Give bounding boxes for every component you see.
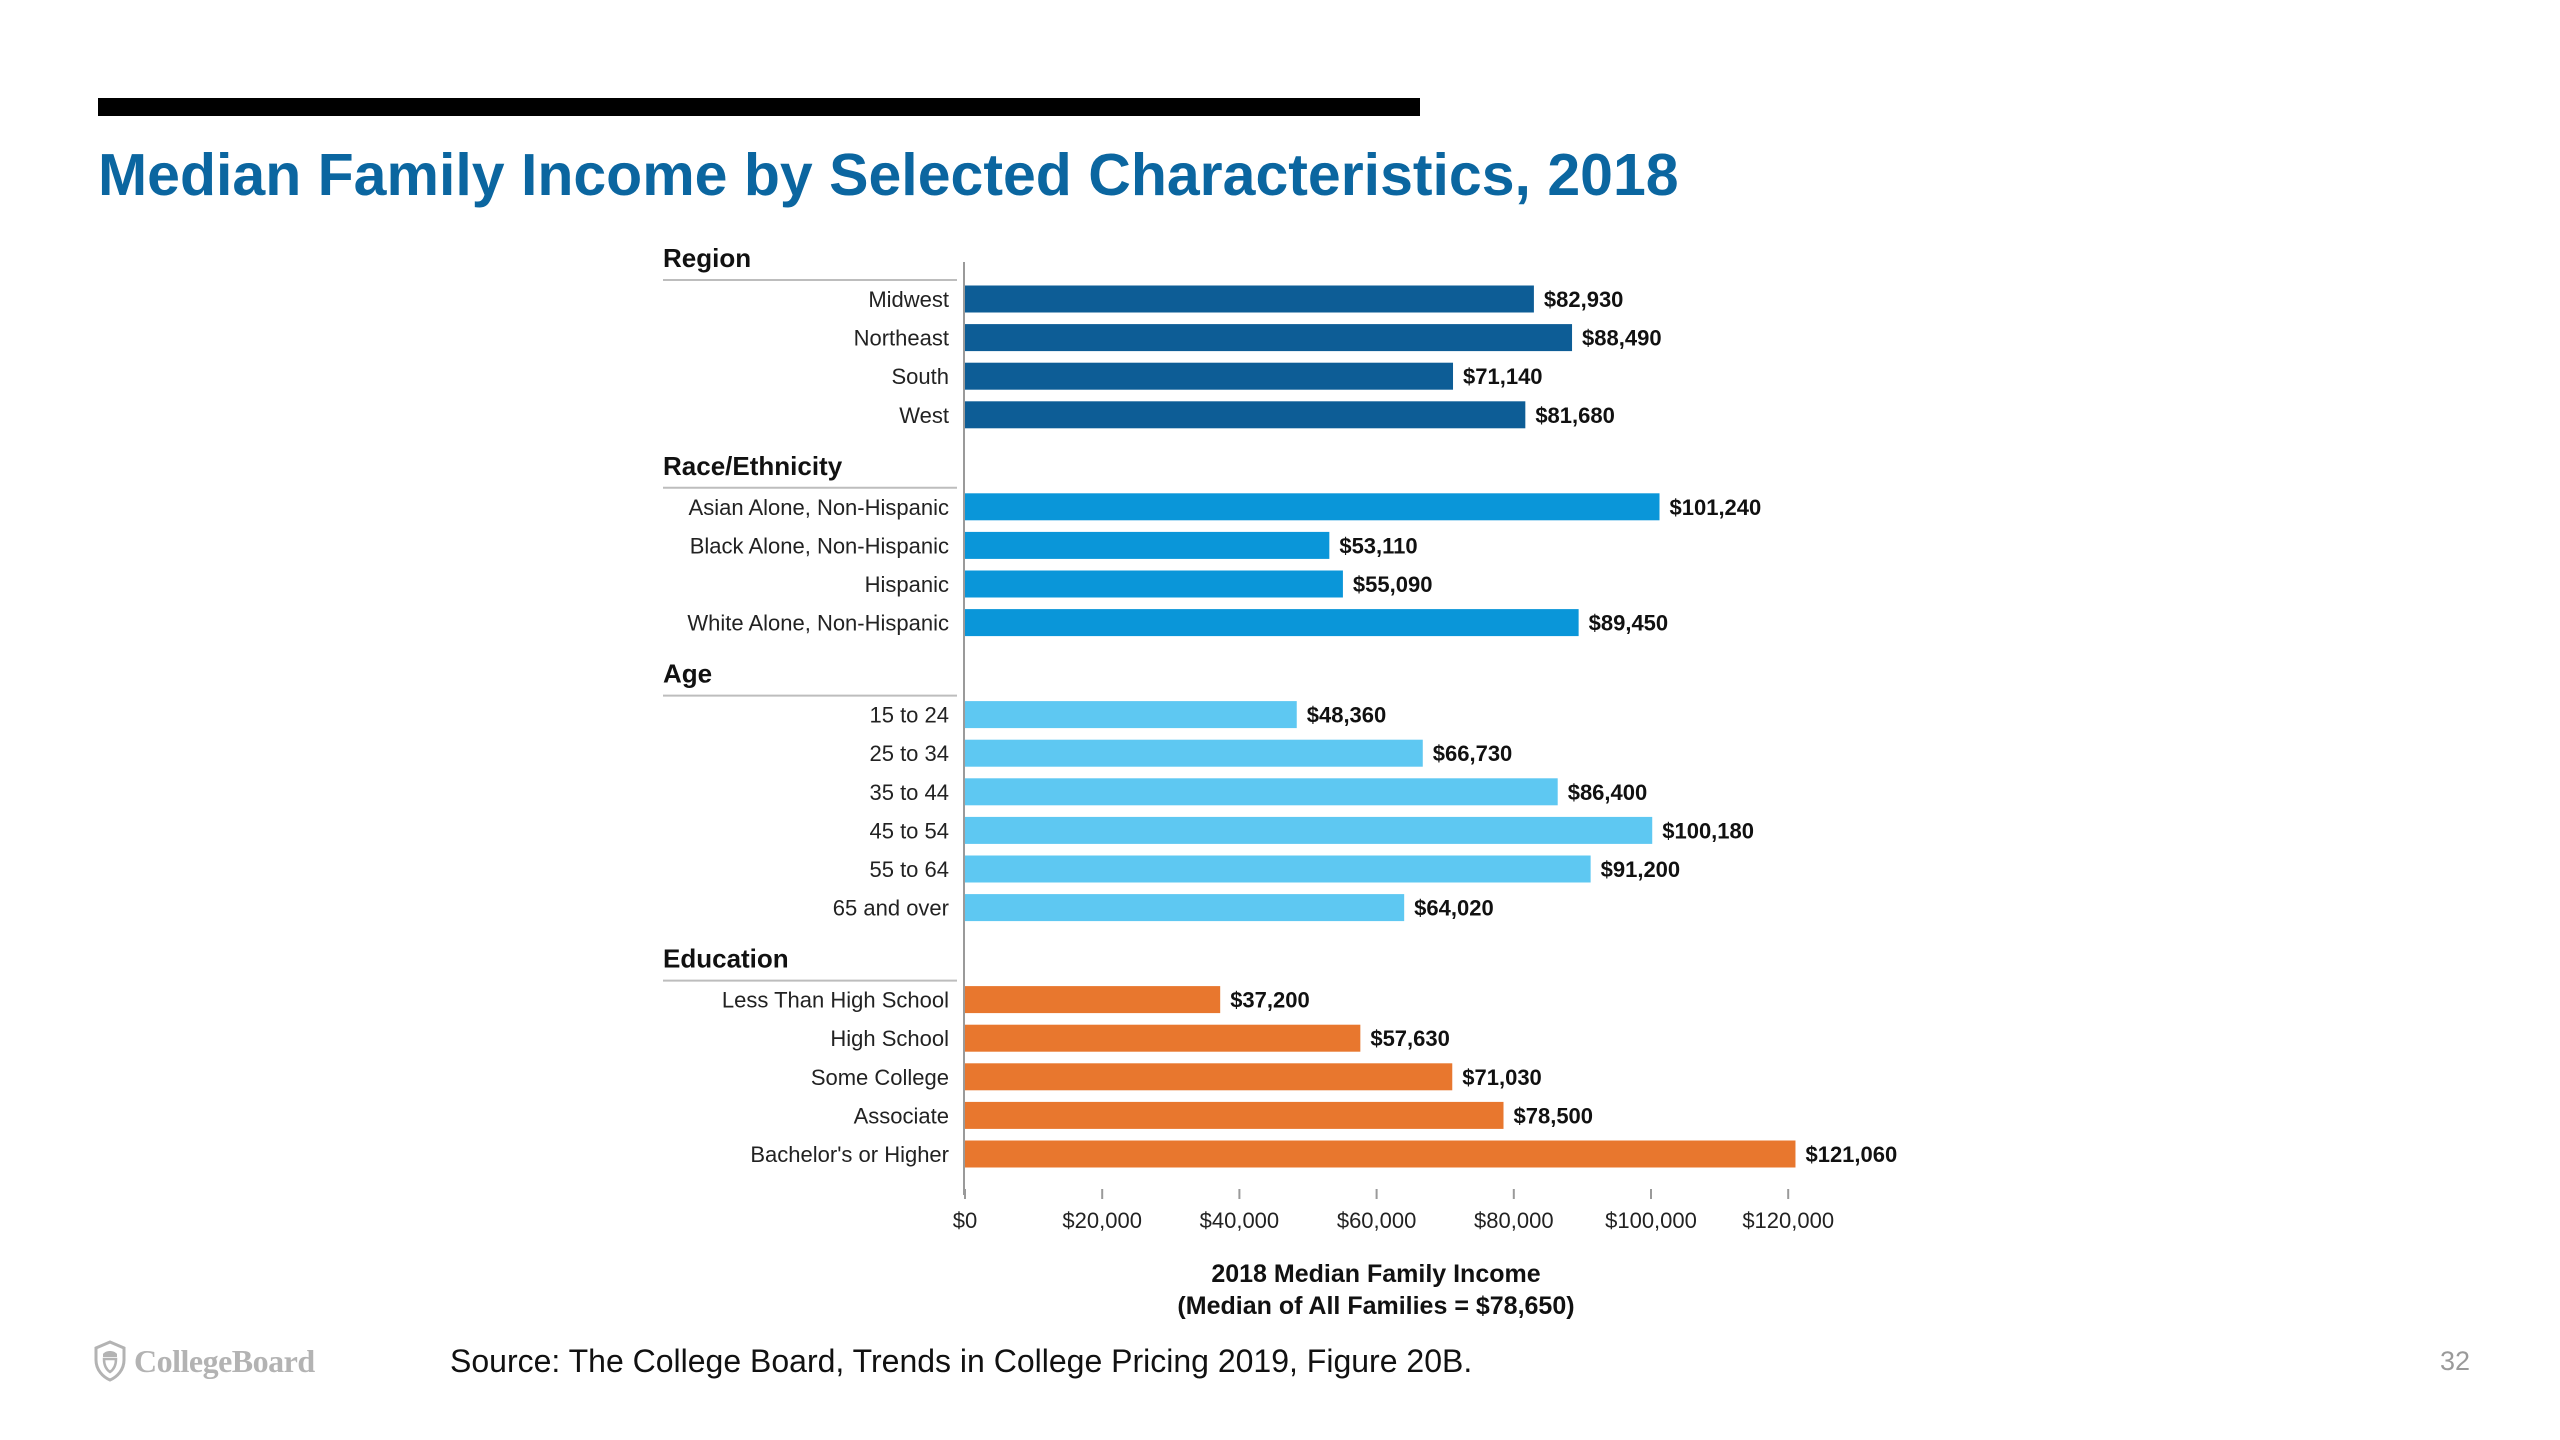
data-label: $81,680	[1535, 403, 1615, 428]
bar-high-school	[965, 1024, 1361, 1052]
data-label: $89,450	[1589, 611, 1669, 636]
data-label: $55,090	[1353, 572, 1433, 597]
category-label: Less Than High School	[722, 988, 949, 1013]
bar-less-than-high-school	[965, 986, 1221, 1014]
category-label: 55 to 64	[869, 857, 949, 882]
x-tick-label: $80,000	[1474, 1208, 1554, 1233]
data-label: $88,490	[1582, 326, 1662, 351]
category-label: Associate	[854, 1103, 949, 1128]
x-tick-label: $60,000	[1337, 1208, 1417, 1233]
category-label: Bachelor's or Higher	[750, 1142, 949, 1167]
bar-35-to-44	[965, 778, 1558, 806]
bar-some-college	[965, 1063, 1453, 1091]
category-label: White Alone, Non-Hispanic	[687, 611, 949, 636]
top-rule	[98, 98, 1420, 116]
category-label: West	[899, 403, 949, 428]
category-label: Midwest	[868, 287, 949, 312]
bar-south	[965, 362, 1454, 390]
bar-45-to-54	[965, 816, 1653, 844]
x-axis-title: 2018 Median Family Income	[1211, 1260, 1540, 1288]
category-label: 45 to 54	[869, 818, 949, 843]
group-header-education: Education	[663, 944, 789, 974]
category-label: Black Alone, Non-Hispanic	[690, 533, 949, 558]
category-label: Some College	[811, 1065, 949, 1090]
x-axis-subtitle: (Median of All Families = $78,650)	[1177, 1292, 1574, 1320]
bar-65-and-over	[965, 894, 1405, 922]
data-label: $64,020	[1414, 896, 1494, 921]
bar-white-alone-non-hispanic	[965, 609, 1579, 637]
x-tick-label: $40,000	[1200, 1208, 1280, 1233]
data-label: $53,110	[1339, 533, 1417, 558]
category-label: Hispanic	[865, 572, 949, 597]
data-label: $78,500	[1514, 1103, 1594, 1128]
bar-25-to-34	[965, 739, 1423, 767]
x-tick-label: $100,000	[1605, 1208, 1697, 1233]
category-label: Asian Alone, Non-Hispanic	[689, 495, 949, 520]
acorn-shield-icon	[94, 1340, 126, 1382]
data-label: $100,180	[1662, 818, 1754, 843]
data-label: $37,200	[1230, 988, 1310, 1013]
group-header-age: Age	[663, 659, 712, 689]
data-label: $71,030	[1462, 1065, 1542, 1090]
bar-bachelor-s-or-higher	[965, 1140, 1796, 1168]
data-label: $86,400	[1568, 780, 1648, 805]
x-tick-label: $0	[953, 1208, 977, 1233]
bar-midwest	[965, 285, 1534, 313]
bar-15-to-24	[965, 701, 1297, 729]
category-label: 15 to 24	[869, 703, 949, 728]
logo-text: CollegeBoard	[134, 1342, 315, 1379]
category-label: 65 and over	[833, 896, 949, 921]
category-label: 25 to 34	[869, 741, 949, 766]
bar-55-to-64	[965, 855, 1591, 883]
data-label: $82,930	[1544, 287, 1624, 312]
source-note: Source: The College Board, Trends in Col…	[450, 1343, 1473, 1379]
bar-associate	[965, 1101, 1504, 1129]
bar-hispanic	[965, 570, 1343, 598]
category-label: South	[892, 364, 950, 389]
bar-northeast	[965, 324, 1573, 352]
data-label: $91,200	[1601, 857, 1681, 882]
data-label: $48,360	[1307, 703, 1387, 728]
x-tick-label: $120,000	[1742, 1208, 1834, 1233]
bar-asian-alone-non-hispanic	[965, 493, 1660, 521]
data-label: $57,630	[1370, 1026, 1450, 1051]
bar-west	[965, 401, 1526, 429]
category-label: High School	[830, 1026, 949, 1051]
data-label: $121,060	[1805, 1142, 1897, 1167]
category-label: Northeast	[854, 326, 949, 351]
group-header-region: Region	[663, 243, 751, 273]
data-label: $66,730	[1433, 741, 1513, 766]
collegeboard-logo: CollegeBoard	[92, 1336, 315, 1386]
category-label: 35 to 44	[869, 780, 949, 805]
bar-black-alone-non-hispanic	[965, 531, 1330, 559]
data-label: $71,140	[1463, 364, 1543, 389]
data-label: $101,240	[1670, 495, 1762, 520]
group-header-race-ethnicity: Race/Ethnicity	[663, 451, 843, 481]
slide-title: Median Family Income by Selected Charact…	[98, 142, 1679, 208]
x-tick-label: $20,000	[1062, 1208, 1142, 1233]
page-number: 32	[2440, 1346, 2471, 1376]
